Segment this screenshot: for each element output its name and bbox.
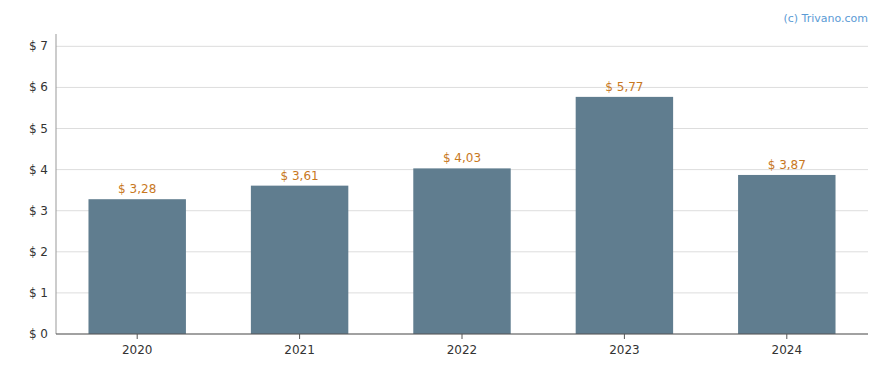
x-tick xyxy=(624,334,625,339)
y-tick-label: $ 2 xyxy=(29,245,48,259)
x-tick xyxy=(462,334,463,339)
x-tick-label: 2022 xyxy=(447,343,478,357)
y-tick-label: $ 4 xyxy=(29,163,48,177)
y-tick-label: $ 3 xyxy=(29,204,48,218)
bar xyxy=(738,175,835,334)
bar xyxy=(576,97,673,334)
y-axis-line xyxy=(56,34,57,334)
x-tick xyxy=(137,334,138,339)
data-label: $ 5,77 xyxy=(605,80,643,94)
y-tick-label: $ 1 xyxy=(29,286,48,300)
data-labels: $ 3,28 $ 3,61 $ 4,03 $ 5,77 $ 3,87 xyxy=(118,80,806,196)
y-tick-label: $ 6 xyxy=(29,80,48,94)
grid xyxy=(56,46,868,334)
y-tick-label: $ 5 xyxy=(29,122,48,136)
x-tick-label: 2021 xyxy=(284,343,315,357)
x-axis: 2020 2021 2022 2023 2024 xyxy=(56,334,868,357)
bar xyxy=(413,168,510,334)
grid-line xyxy=(56,46,868,47)
x-tick-label: 2023 xyxy=(609,343,640,357)
chart-container: $ 0 $ 1 $ 2 $ 3 $ 4 $ 5 $ 6 $ 7 $ 3,28 $ 3,61 $ 4,… xyxy=(0,0,888,370)
y-axis: $ 0 $ 1 $ 2 $ 3 $ 4 $ 5 $ 6 $ 7 xyxy=(29,34,56,341)
data-label: $ 4,03 xyxy=(443,151,481,165)
bar xyxy=(251,186,348,334)
watermark: (c) Trivano.com xyxy=(783,12,868,25)
data-label: $ 3,28 xyxy=(118,182,156,196)
grid-line xyxy=(56,87,868,88)
bar xyxy=(88,199,185,334)
data-label: $ 3,61 xyxy=(281,169,319,183)
x-tick-label: 2024 xyxy=(772,343,803,357)
data-label: $ 3,87 xyxy=(768,158,806,172)
grid-line xyxy=(56,128,868,129)
x-tick xyxy=(786,334,787,339)
y-tick-label: $ 7 xyxy=(29,39,48,53)
x-tick xyxy=(299,334,300,339)
y-tick-label: $ 0 xyxy=(29,327,48,341)
x-tick-label: 2020 xyxy=(122,343,153,357)
bars xyxy=(88,97,835,334)
chart-svg: $ 0 $ 1 $ 2 $ 3 $ 4 $ 5 $ 6 $ 7 $ 3,28 $ 3,61 $ 4,… xyxy=(0,0,888,370)
